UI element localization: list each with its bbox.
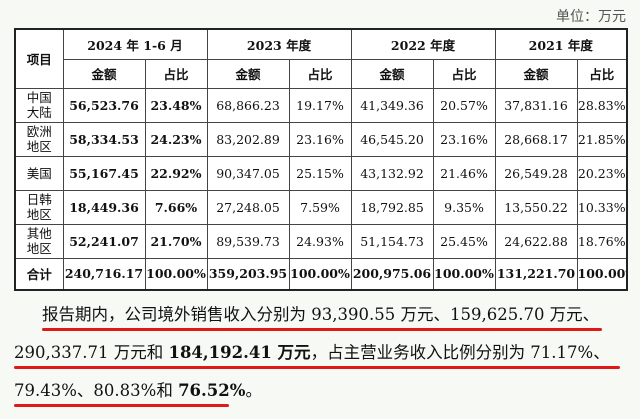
table-cell: 100.00% — [576, 257, 628, 290]
table-cell: 23.16% — [288, 121, 352, 157]
header-row-periods: 项目 2024 年 1-6 月 2023 年度 2022 年度 2021 年度 — [14, 28, 628, 89]
table-cell: 100.00% — [288, 257, 352, 290]
table-cell: 56,523.76 — [62, 87, 146, 123]
table-cell: 58,334.53 — [62, 121, 146, 157]
ratio-header: 占比 — [288, 58, 352, 89]
red-underline — [14, 366, 620, 369]
paragraph-line-3: 79.43%、80.83%和 76.52%。 — [14, 372, 262, 410]
red-underline — [42, 328, 602, 331]
table-cell: 20.23% — [576, 155, 628, 191]
amount-header: 金额 — [350, 58, 434, 89]
table-cell: 100.00% — [432, 257, 496, 290]
ratio-header: 占比 — [144, 58, 208, 89]
table-cell: 24.23% — [144, 121, 208, 157]
table-cell: 9.35% — [432, 189, 496, 225]
table-cell: 43,132.92 — [350, 155, 434, 191]
paragraph-bold-text: 76.52% — [178, 381, 246, 400]
table-cell: 55,167.45 — [62, 155, 146, 191]
table-cell: 24,622.88 — [494, 223, 578, 259]
table-row: 日韩 地区 18,449.36 7.66% 27,248.05 7.59% 18,792.8… — [14, 189, 628, 225]
table-cell: 10.33% — [576, 189, 628, 225]
table-cell: 52,241.07 — [62, 223, 146, 259]
table-cell: 21.85% — [576, 121, 628, 157]
table-cell: 21.46% — [432, 155, 496, 191]
unit-note: 单位：万元 — [556, 9, 626, 25]
table-cell: 240,716.17 — [62, 257, 146, 290]
table-cell: 18,792.85 — [350, 189, 434, 225]
table-cell: 68,866.23 — [206, 87, 290, 123]
table-cell: 20.57% — [432, 87, 496, 123]
table-cell: 18.76% — [576, 223, 628, 259]
table-row: 其他 地区 52,241.07 21.70% 89,539.73 24.93% 51,154… — [14, 223, 628, 259]
table-cell: 359,203.95 — [206, 257, 290, 290]
table-cell: 25.15% — [288, 155, 352, 191]
table-cell: 13,550.22 — [494, 189, 578, 225]
table-cell: 23.16% — [432, 121, 496, 157]
row-label: 其他 地区 — [14, 223, 64, 259]
item-header: 项目 — [14, 28, 64, 89]
table-cell: 28.83% — [576, 87, 628, 123]
table-cell: 90,347.05 — [206, 155, 290, 191]
table-cell: 83,202.89 — [206, 121, 290, 157]
total-row: 合计 240,716.17 100.00% 359,203.95 100.00%… — [14, 257, 628, 290]
table-cell: 21.70% — [144, 223, 208, 259]
table-cell: 27,248.05 — [206, 189, 290, 225]
amount-header: 金额 — [494, 58, 578, 89]
row-label: 中国 大陆 — [14, 87, 64, 123]
table-row: 美国 55,167.45 22.92% 90,347.05 25.15% 43,132.9… — [14, 155, 628, 191]
paragraph-text: 报告期内，公司境外销售收入分别为 93,390.55 万元、159,625.70… — [42, 305, 600, 324]
table-cell: 51,154.73 — [350, 223, 434, 259]
header-row-subheaders: 金额 占比 金额 占比 金额 占比 金额 占比 — [15, 58, 628, 89]
paragraph-text: 290,337.71 万元和 — [14, 343, 169, 362]
row-label: 欧洲 地区 — [14, 121, 64, 157]
table-cell: 7.59% — [288, 189, 352, 225]
paragraph-text: 79.43%、80.83%和 — [14, 381, 179, 400]
amount-header: 金额 — [62, 58, 146, 89]
table-cell: 46,545.20 — [350, 121, 434, 157]
period-header: 2023 年度 — [206, 28, 352, 60]
table-cell: 131,221.70 — [494, 257, 578, 290]
table-row: 欧洲 地区 58,334.53 24.23% 83,202.89 23.16% 46,545… — [14, 121, 628, 157]
paragraph-text: 。 — [245, 381, 262, 400]
paragraph-line-1: 报告期内，公司境外销售收入分别为 93,390.55 万元、159,625.70… — [42, 296, 599, 334]
table-cell: 26,549.28 — [494, 155, 578, 191]
table-cell: 28,668.17 — [494, 121, 578, 157]
table-cell: 19.17% — [288, 87, 352, 123]
table-cell: 37,831.16 — [494, 87, 578, 123]
paragraph-bold-text: 184,192.41 万元 — [168, 343, 311, 362]
table-cell: 23.48% — [144, 87, 208, 123]
period-header: 2021 年度 — [494, 28, 628, 60]
total-label: 合计 — [14, 257, 64, 290]
red-underline — [14, 404, 229, 407]
period-header: 2022 年度 — [350, 28, 496, 60]
paragraph-line-2: 290,337.71 万元和 184,192.41 万元，占主营业务收入比例分别… — [14, 334, 610, 372]
table-cell: 24.93% — [288, 223, 352, 259]
period-header: 2024 年 1-6 月 — [62, 28, 208, 60]
paragraph-text: ，占主营业务收入比例分别为 71.17%、 — [310, 343, 610, 362]
sales-by-region-table: 项目 2024 年 1-6 月 2023 年度 2022 年度 2021 年度 … — [14, 28, 628, 291]
table-cell: 7.66% — [144, 189, 208, 225]
table-cell: 22.92% — [144, 155, 208, 191]
table-row: 中国 大陆 56,523.76 23.48% 68,866.23 19.17% 41,349… — [14, 87, 628, 123]
table-cell: 89,539.73 — [206, 223, 290, 259]
ratio-header: 占比 — [432, 58, 496, 89]
row-label: 日韩 地区 — [14, 189, 64, 225]
ratio-header: 占比 — [576, 58, 628, 89]
row-label: 美国 — [14, 155, 64, 191]
table-cell: 25.45% — [432, 223, 496, 259]
table-cell: 18,449.36 — [62, 189, 146, 225]
table-cell: 41,349.36 — [350, 87, 434, 123]
table-cell: 100.00% — [144, 257, 208, 290]
table-cell: 200,975.06 — [350, 257, 434, 290]
amount-header: 金额 — [206, 58, 290, 89]
